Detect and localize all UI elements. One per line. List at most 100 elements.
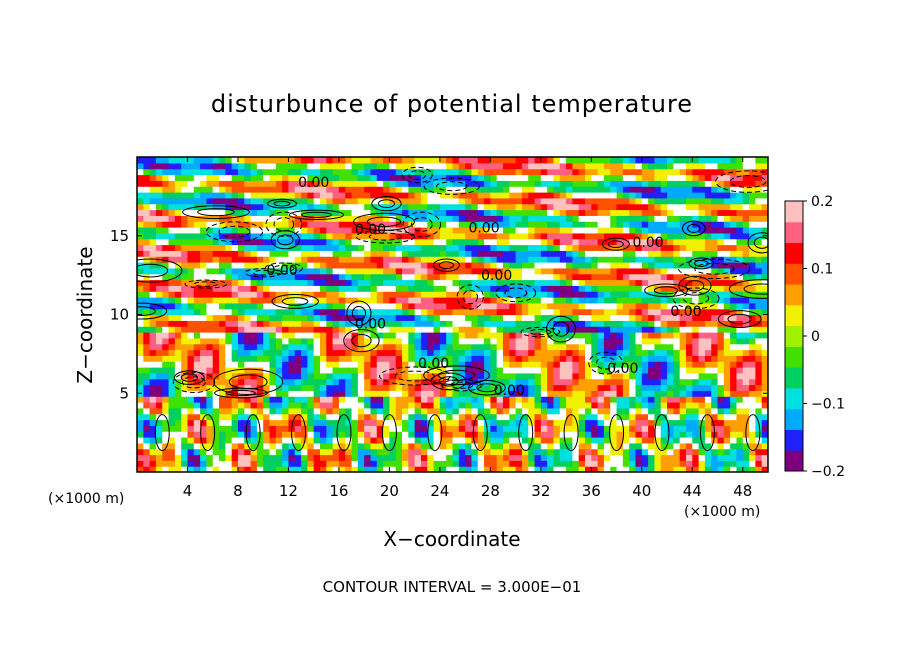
field-cell [446, 402, 454, 409]
field-cell [256, 297, 264, 304]
field-cell [667, 326, 674, 333]
field-cell [540, 314, 548, 321]
field-cell [749, 332, 756, 339]
field-cell [502, 349, 510, 356]
field-cell [515, 337, 523, 345]
field-cell [471, 466, 479, 472]
field-cell [301, 448, 308, 456]
field-cell [559, 221, 567, 228]
field-cell [364, 297, 372, 304]
field-cell [225, 180, 233, 187]
field-cell [761, 454, 768, 461]
field-cell [402, 402, 409, 409]
field-cell [193, 256, 201, 263]
field-cell [212, 349, 220, 356]
field-cell [263, 431, 271, 438]
field-cell [452, 332, 460, 339]
field-cell [528, 256, 536, 263]
field-cell [168, 273, 176, 281]
field-cell [174, 297, 182, 304]
field-cell [534, 256, 542, 263]
field-cell [187, 407, 195, 415]
field-cell [351, 442, 359, 450]
field-cell [742, 291, 750, 298]
field-cell [742, 361, 750, 368]
field-cell [610, 256, 618, 263]
field-cell [629, 320, 637, 327]
field-cell [332, 337, 340, 345]
field-cell [761, 332, 768, 339]
field-cell [591, 302, 599, 310]
field-cell [137, 332, 144, 339]
field-cell [149, 442, 157, 450]
field-cell [319, 302, 327, 310]
field-cell [370, 349, 378, 356]
field-cell [458, 402, 466, 409]
field-cell [610, 186, 618, 193]
field-cell [477, 273, 485, 281]
field-cell [351, 203, 359, 211]
field-cell [263, 203, 271, 211]
field-cell [585, 466, 592, 472]
field-cell [528, 297, 536, 304]
field-cell [648, 367, 656, 374]
field-cell [603, 413, 611, 421]
field-cell [181, 378, 189, 386]
field-cell [761, 442, 768, 450]
field-cell [736, 232, 744, 240]
field-cell [761, 209, 768, 216]
field-cell [225, 390, 233, 397]
field-cell [484, 378, 491, 386]
field-cell [585, 343, 592, 351]
field-cell [446, 221, 454, 228]
field-cell [704, 302, 712, 310]
field-cell [225, 343, 233, 351]
field-cell [755, 186, 763, 193]
field-cell [408, 442, 416, 450]
field-cell [641, 232, 649, 240]
field-cell [212, 402, 220, 409]
field-cell [137, 372, 144, 380]
field-cell [326, 390, 334, 397]
field-cell [540, 273, 548, 281]
field-cell [187, 314, 195, 321]
field-cell [420, 227, 428, 234]
field-cell [332, 203, 340, 211]
field-cell [742, 332, 750, 339]
field-cell [307, 437, 315, 444]
field-cell [237, 267, 245, 275]
field-cell [730, 355, 738, 362]
field-cell [332, 407, 340, 415]
field-cell [351, 349, 359, 356]
field-cell [603, 197, 611, 205]
field-cell [452, 308, 460, 316]
field-cell [572, 454, 580, 461]
field-cell [414, 437, 422, 444]
field-cell [711, 232, 719, 240]
field-cell [225, 192, 233, 199]
field-cell [667, 361, 674, 368]
field-cell [357, 250, 365, 257]
field-cell [149, 203, 157, 211]
field-cell [477, 244, 485, 251]
field-cell [427, 425, 435, 432]
field-cell [484, 320, 491, 327]
field-cell [256, 221, 264, 228]
field-cell [572, 431, 580, 438]
field-cell [578, 297, 586, 304]
field-cell [477, 437, 485, 444]
field-cell [389, 437, 397, 444]
field-cell [427, 273, 435, 281]
field-cell [402, 238, 409, 246]
field-cell [515, 326, 523, 333]
field-cell [465, 297, 473, 304]
field-cell [446, 308, 454, 316]
field-cell [736, 221, 744, 228]
field-cell [187, 302, 195, 310]
field-cell [288, 372, 296, 380]
field-cell [704, 396, 712, 403]
field-cell [603, 238, 611, 246]
field-cell [477, 390, 485, 397]
field-cell [408, 192, 416, 199]
field-cell [496, 396, 504, 403]
